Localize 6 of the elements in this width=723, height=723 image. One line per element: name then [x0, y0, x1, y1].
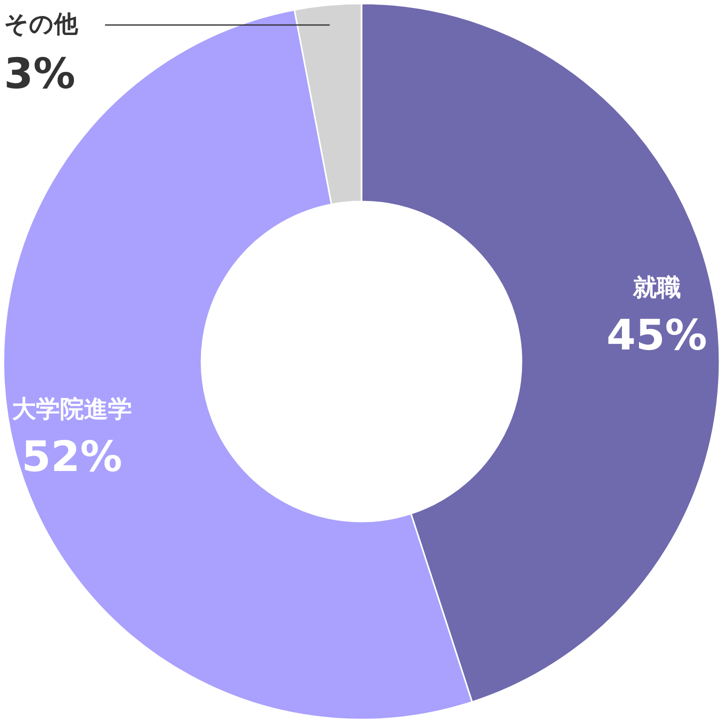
- slice-label: その他: [4, 10, 79, 38]
- slice-label: 就職: [632, 274, 681, 302]
- data-label: 52%: [22, 432, 122, 481]
- slice-label: 大学院進学: [12, 394, 132, 423]
- data-label: 45%: [606, 310, 708, 360]
- data-label: 3%: [4, 49, 76, 98]
